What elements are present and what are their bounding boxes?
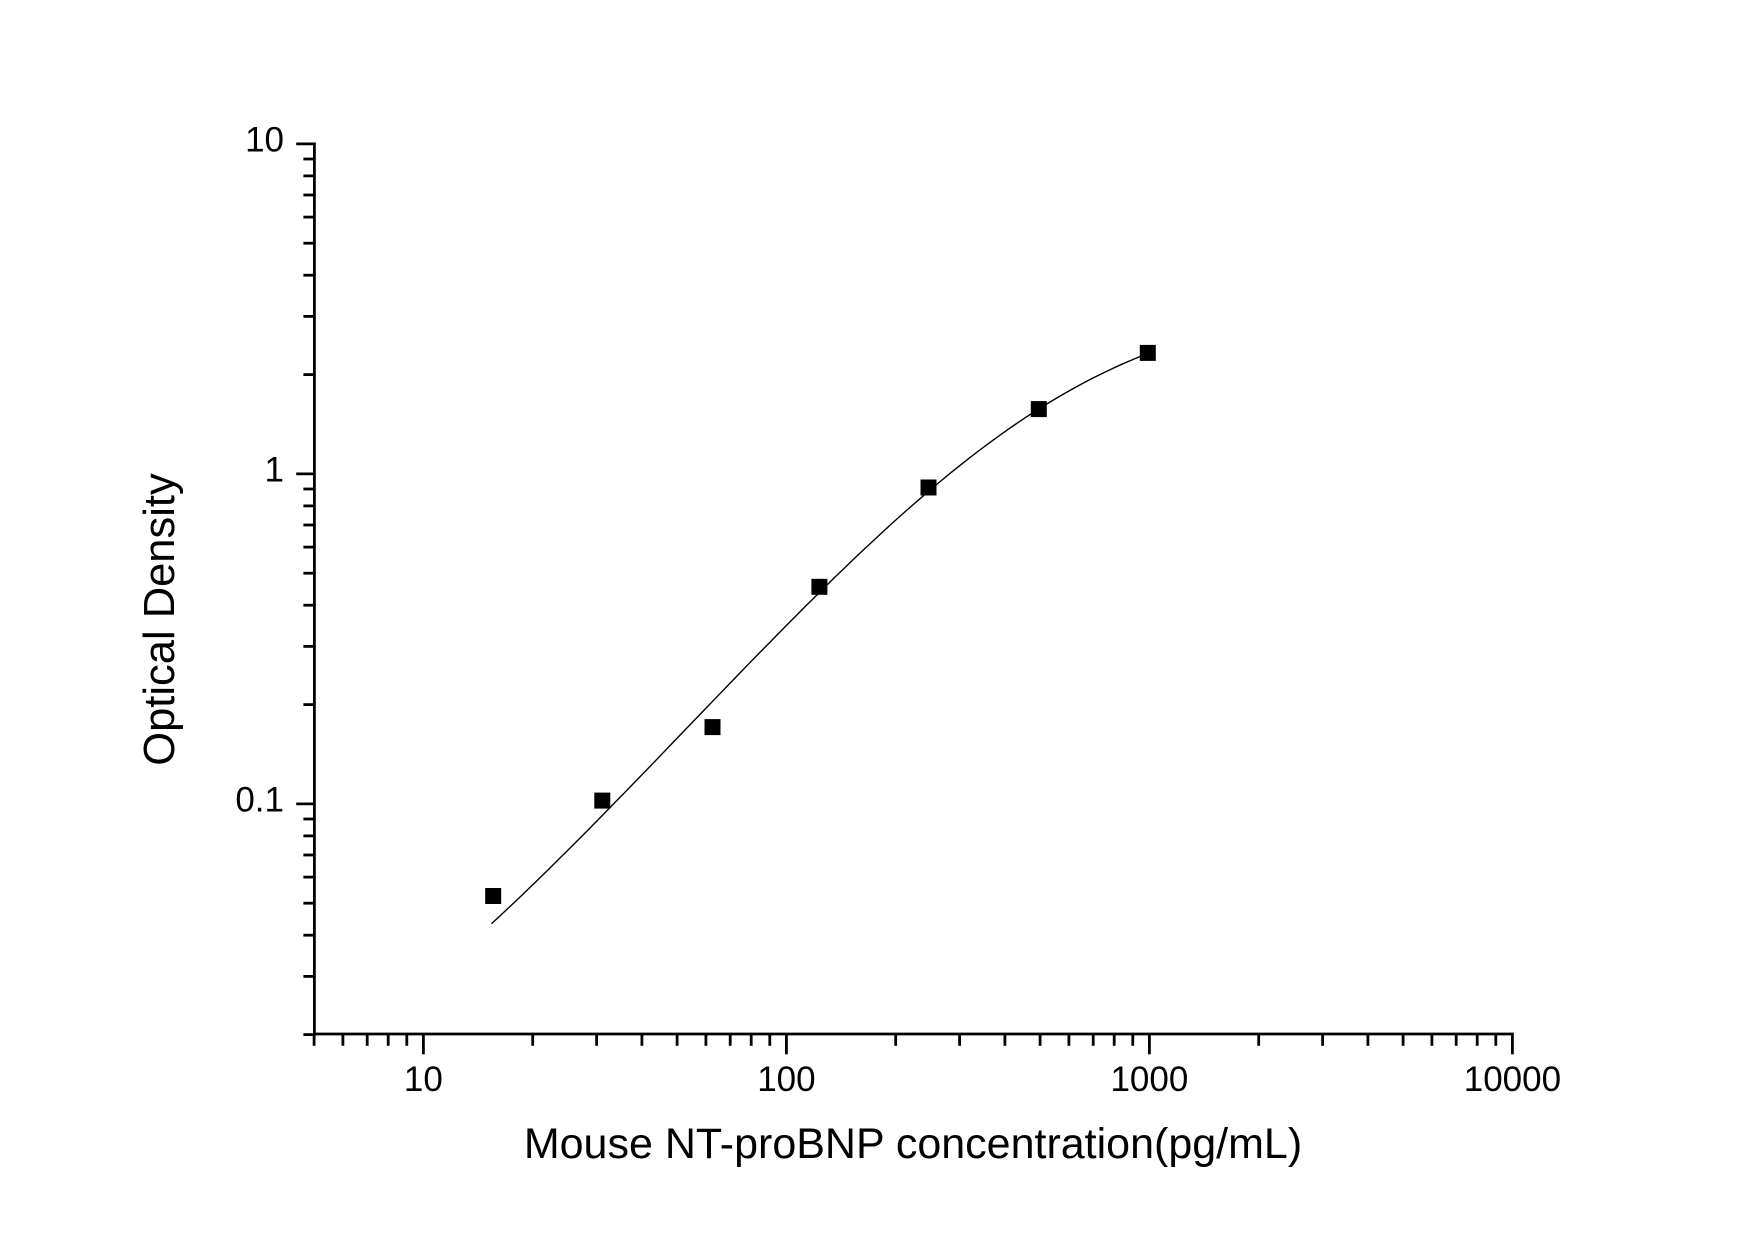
- svg-text:0.1: 0.1: [235, 781, 284, 820]
- svg-text:100: 100: [757, 1060, 815, 1099]
- svg-text:10: 10: [245, 121, 284, 160]
- svg-text:10: 10: [404, 1060, 443, 1099]
- svg-text:1: 1: [265, 451, 284, 490]
- svg-text:10000: 10000: [1464, 1060, 1561, 1099]
- svg-text:1000: 1000: [1110, 1060, 1188, 1099]
- svg-text:Mouse NT-proBNP concentration(: Mouse NT-proBNP concentration(pg/mL): [524, 1120, 1302, 1168]
- svg-text:Optical Density: Optical Density: [136, 473, 184, 766]
